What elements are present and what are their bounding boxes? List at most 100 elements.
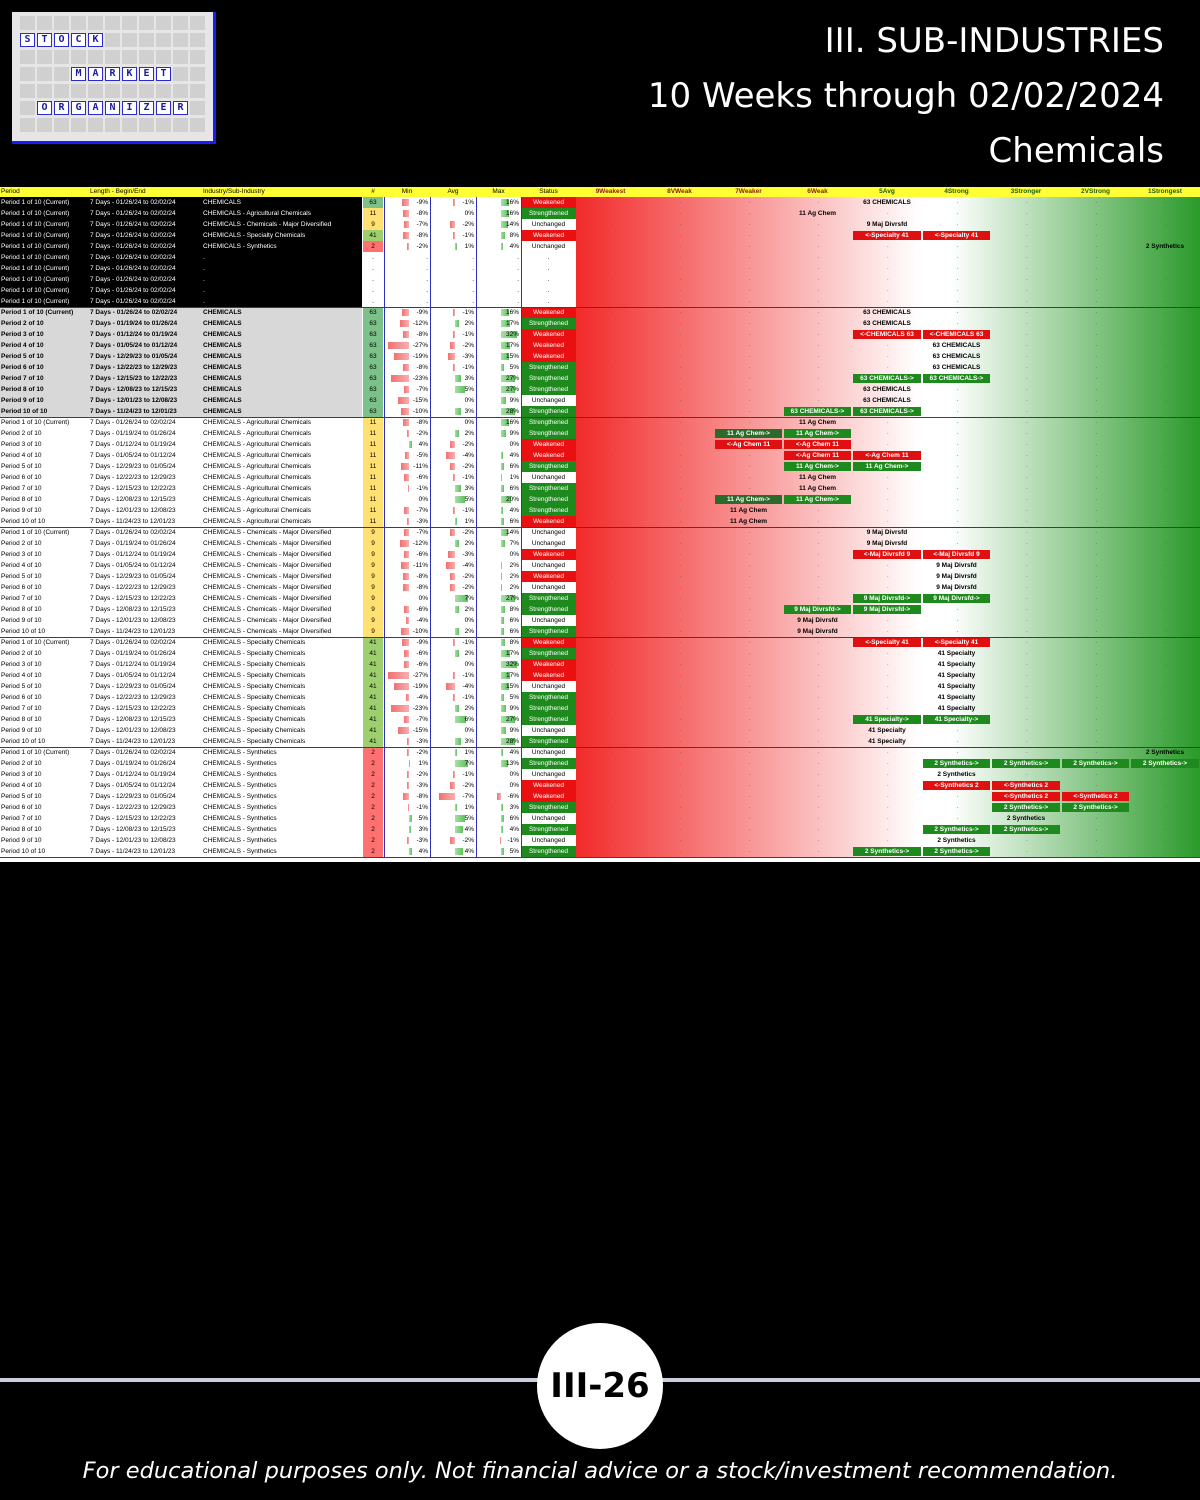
avg-cell: -1% — [430, 307, 476, 318]
column-header[interactable]: 2VStrong — [1081, 188, 1110, 195]
table-row[interactable]: Period 4 of 10 7 Days - 01/05/24 to 01/12… — [0, 780, 1200, 791]
min-cell: -2% — [384, 241, 430, 252]
table-row[interactable]: Period 7 of 10 7 Days - 12/15/23 to 12/22… — [0, 373, 1200, 384]
table-row[interactable]: Period 2 of 10 7 Days - 01/19/24 to 01/26… — [0, 758, 1200, 769]
table-row[interactable]: Period 10 of 10 7 Days - 11/24/23 to 12/0… — [0, 626, 1200, 637]
table-row[interactable]: Period 3 of 10 7 Days - 01/12/24 to 01/19… — [0, 329, 1200, 340]
column-header[interactable]: 9Weakest — [595, 188, 626, 195]
row-label-band — [0, 637, 362, 648]
table-row[interactable]: Period 2 of 10 7 Days - 01/19/24 to 01/26… — [0, 428, 1200, 439]
table-row[interactable]: Period 8 of 10 7 Days - 12/08/23 to 12/15… — [0, 384, 1200, 395]
table-row[interactable]: Period 5 of 10 7 Days - 12/29/23 to 01/05… — [0, 681, 1200, 692]
table-row[interactable]: Period 7 of 10 7 Days - 12/15/23 to 12/22… — [0, 703, 1200, 714]
empty-marker: . — [956, 617, 959, 623]
period-cell: Period 4 of 10 — [1, 562, 42, 569]
column-header[interactable]: 4Strong — [944, 188, 969, 195]
table-row[interactable]: Period 7 of 10 7 Days - 12/15/23 to 12/22… — [0, 813, 1200, 824]
table-row[interactable]: Period 9 of 10 7 Days - 12/01/23 to 12/08… — [0, 835, 1200, 846]
column-header[interactable]: 3Stronger — [1010, 188, 1042, 195]
table-row[interactable]: Period 10 of 10 7 Days - 11/24/23 to 12/0… — [0, 516, 1200, 527]
length-cell: 7 Days - 01/12/24 to 01/19/24 — [90, 551, 176, 558]
column-header[interactable]: 6Weak — [807, 188, 828, 195]
table-row[interactable]: Period 9 of 10 7 Days - 12/01/23 to 12/08… — [0, 505, 1200, 516]
strength-label: 9 Maj Divrsfd — [866, 529, 908, 536]
table-row[interactable]: Period 9 of 10 7 Days - 12/01/23 to 12/08… — [0, 615, 1200, 626]
table-row[interactable]: Period 2 of 10 7 Days - 01/19/24 to 01/26… — [0, 318, 1200, 329]
industry-cell: CHEMICALS - Specialty Chemicals — [203, 727, 306, 734]
table-row[interactable]: Period 1 of 10 (Current) 7 Days - 01/26/2… — [0, 285, 1200, 296]
column-header[interactable]: 7Weaker — [735, 188, 762, 195]
table-row[interactable]: Period 4 of 10 7 Days - 01/05/24 to 01/12… — [0, 340, 1200, 351]
min-cell: -6% — [384, 472, 430, 483]
table-row[interactable]: Period 1 of 10 (Current) 7 Days - 01/26/2… — [0, 208, 1200, 219]
table-row[interactable]: Period 1 of 10 (Current) 7 Days - 01/26/2… — [0, 219, 1200, 230]
value-bar — [501, 199, 510, 206]
empty-marker: . — [1026, 628, 1028, 634]
table-row[interactable]: Period 1 of 10 (Current) 7 Days - 01/26/2… — [0, 252, 1200, 263]
table-row[interactable]: Period 1 of 10 (Current) 7 Days - 01/26/2… — [0, 241, 1200, 252]
table-row[interactable]: Period 6 of 10 7 Days - 12/22/23 to 12/29… — [0, 362, 1200, 373]
table-row[interactable]: Period 7 of 10 7 Days - 12/15/23 to 12/22… — [0, 483, 1200, 494]
table-row[interactable]: Period 1 of 10 (Current) 7 Days - 01/26/2… — [0, 637, 1200, 648]
table-row[interactable]: Period 5 of 10 7 Days - 12/29/23 to 01/05… — [0, 791, 1200, 802]
table-row[interactable]: Period 3 of 10 7 Days - 01/12/24 to 01/19… — [0, 549, 1200, 560]
table-row[interactable]: Period 10 of 10 7 Days - 11/24/23 to 12/0… — [0, 736, 1200, 747]
table-row[interactable]: Period 9 of 10 7 Days - 12/01/23 to 12/08… — [0, 395, 1200, 406]
table-row[interactable]: Period 8 of 10 7 Days - 12/08/23 to 12/15… — [0, 604, 1200, 615]
table-row[interactable]: Period 5 of 10 7 Days - 12/29/23 to 01/05… — [0, 571, 1200, 582]
table-row[interactable]: Period 6 of 10 7 Days - 12/22/23 to 12/29… — [0, 802, 1200, 813]
table-row[interactable]: Period 1 of 10 (Current) 7 Days - 01/26/2… — [0, 296, 1200, 307]
table-row[interactable]: Period 1 of 10 (Current) 7 Days - 01/26/2… — [0, 197, 1200, 208]
column-header[interactable]: 8VWeak — [667, 188, 692, 195]
table-row[interactable]: Period 3 of 10 7 Days - 01/12/24 to 01/19… — [0, 659, 1200, 670]
column-header[interactable]: Period — [1, 188, 20, 195]
column-header[interactable]: Length - Begin/End — [90, 188, 146, 195]
empty-marker: . — [748, 397, 751, 403]
column-header[interactable]: Avg — [447, 188, 459, 195]
table-row[interactable]: Period 1 of 10 (Current) 7 Days - 01/26/2… — [0, 527, 1200, 538]
table-row[interactable]: Period 2 of 10 7 Days - 01/19/24 to 01/26… — [0, 648, 1200, 659]
table-row[interactable]: Period 4 of 10 7 Days - 01/05/24 to 01/12… — [0, 450, 1200, 461]
table-row[interactable]: Period 8 of 10 7 Days - 12/08/23 to 12/15… — [0, 824, 1200, 835]
table-row[interactable]: Period 6 of 10 7 Days - 12/22/23 to 12/29… — [0, 582, 1200, 593]
value-bar — [409, 848, 412, 855]
table-row[interactable]: Period 8 of 10 7 Days - 12/08/23 to 12/15… — [0, 494, 1200, 505]
table-row[interactable]: Period 9 of 10 7 Days - 12/01/23 to 12/08… — [0, 725, 1200, 736]
table-row[interactable]: Period 3 of 10 7 Days - 01/12/24 to 01/19… — [0, 439, 1200, 450]
table-row[interactable]: Period 7 of 10 7 Days - 12/15/23 to 12/22… — [0, 593, 1200, 604]
empty-marker: . — [748, 254, 751, 260]
table-row[interactable]: Period 5 of 10 7 Days - 12/29/23 to 01/05… — [0, 461, 1200, 472]
table-row[interactable]: Period 1 of 10 (Current) 7 Days - 01/26/2… — [0, 230, 1200, 241]
status-badge: Strengthened — [521, 758, 576, 769]
column-header[interactable]: Max — [492, 188, 505, 195]
table-row[interactable]: Period 4 of 10 7 Days - 01/05/24 to 01/12… — [0, 670, 1200, 681]
table-row[interactable]: Period 10 of 10 7 Days - 11/24/23 to 12/0… — [0, 846, 1200, 857]
table-row[interactable]: Period 1 of 10 (Current) 7 Days - 01/26/2… — [0, 263, 1200, 274]
table-row[interactable]: Period 2 of 10 7 Days - 01/19/24 to 01/26… — [0, 538, 1200, 549]
table-row[interactable]: Period 1 of 10 (Current) 7 Days - 01/26/2… — [0, 274, 1200, 285]
value-text: . — [472, 298, 474, 305]
empty-marker: . — [679, 452, 682, 458]
table-row[interactable]: Period 4 of 10 7 Days - 01/05/24 to 01/12… — [0, 560, 1200, 571]
table-row[interactable]: Period 6 of 10 7 Days - 12/22/23 to 12/29… — [0, 472, 1200, 483]
column-header[interactable]: 1Strongest — [1148, 188, 1182, 195]
value-bar — [409, 760, 410, 767]
table-row[interactable]: Period 10 of 10 7 Days - 11/24/23 to 12/0… — [0, 406, 1200, 417]
length-cell: 7 Days - 12/15/23 to 12/22/23 — [90, 375, 178, 382]
column-header[interactable]: Industry/Sub-Industry — [203, 188, 265, 195]
column-header[interactable]: Min — [401, 188, 413, 195]
table-row[interactable]: Period 6 of 10 7 Days - 12/22/23 to 12/29… — [0, 692, 1200, 703]
strength-label: 11 Ag Chem-> — [853, 462, 921, 471]
table-row[interactable]: Period 3 of 10 7 Days - 01/12/24 to 01/19… — [0, 769, 1200, 780]
table-row[interactable]: Period 1 of 10 (Current) 7 Days - 01/26/2… — [0, 417, 1200, 428]
column-header[interactable]: 5Avg — [879, 188, 895, 195]
empty-marker: . — [956, 672, 959, 678]
period-cell: Period 9 of 10 — [1, 507, 42, 514]
length-cell: 7 Days - 11/24/23 to 12/01/23 — [90, 518, 176, 525]
table-row[interactable]: Period 8 of 10 7 Days - 12/08/23 to 12/15… — [0, 714, 1200, 725]
table-row[interactable]: Period 5 of 10 7 Days - 12/29/23 to 01/05… — [0, 351, 1200, 362]
column-header[interactable]: Status — [539, 188, 558, 195]
column-header[interactable]: # — [371, 188, 375, 195]
table-row[interactable]: Period 1 of 10 (Current) 7 Days - 01/26/2… — [0, 747, 1200, 758]
table-row[interactable]: Period 1 of 10 (Current) 7 Days - 01/26/2… — [0, 307, 1200, 318]
